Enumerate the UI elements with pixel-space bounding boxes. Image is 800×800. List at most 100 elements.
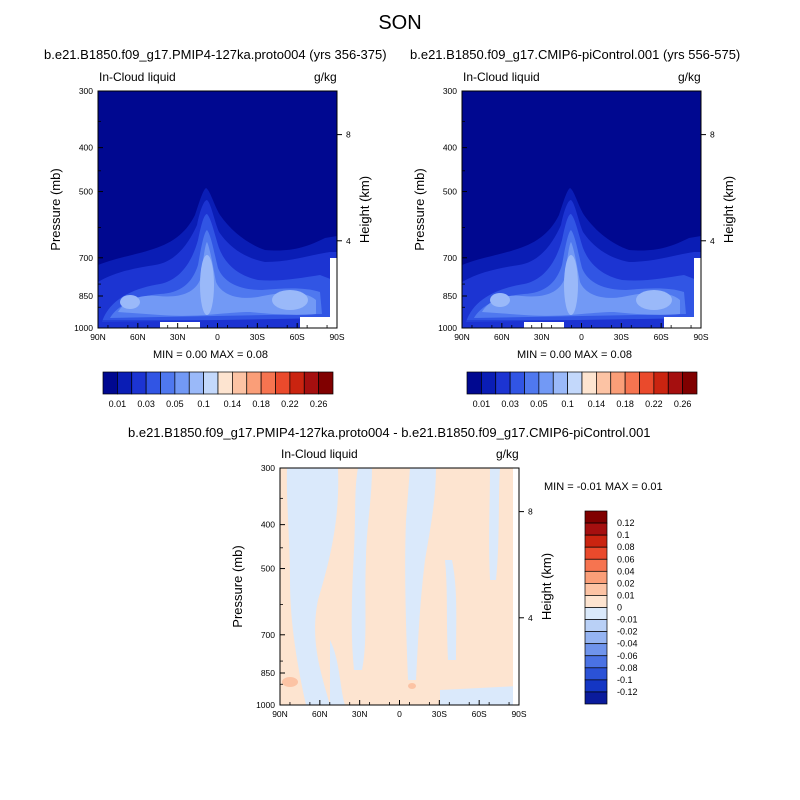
panel3-colorbar-swatch xyxy=(584,607,608,620)
panel1-colorbar-label: 0.22 xyxy=(281,399,299,409)
panel1-plot xyxy=(97,90,338,329)
panel2-xtick-label: 90S xyxy=(693,332,708,342)
panel3-colorbar-swatch xyxy=(584,546,608,560)
panel1-title: b.e21.B1850.f09_g17.PMIP4-127ka.proto004… xyxy=(44,47,387,62)
panel1-colorbar-swatch xyxy=(260,371,276,395)
panel2-colorbar-swatch xyxy=(639,371,655,395)
panel1-colorbar-label: 0.03 xyxy=(137,399,155,409)
panel1-ytick-label: 850 xyxy=(79,291,93,301)
panel2-ytick-label: 500 xyxy=(443,187,457,197)
panel3-colorbar-swatch xyxy=(584,583,608,596)
panel3-colorbar-label: -0.01 xyxy=(617,615,638,625)
panel2-y2tick-label: 8 xyxy=(710,130,715,140)
panel2-colorbar-swatch xyxy=(596,371,612,395)
panel3-xtick-label: 90N xyxy=(272,709,288,719)
panel3-xtick-label: 60S xyxy=(472,709,487,719)
panel2-title: b.e21.B1850.f09_g17.CMIP6-piControl.001 … xyxy=(410,47,741,62)
panel2-colorbar-swatch xyxy=(567,371,583,395)
panel3-stats: MIN = -0.01 MAX = 0.01 xyxy=(544,481,663,493)
panel2-y2label: Height (km) xyxy=(721,176,736,243)
panel1-ytick-label: 1000 xyxy=(74,323,93,333)
panel1-colorbar-label: 0.01 xyxy=(109,399,127,409)
panel2-colorbar-swatch xyxy=(538,371,554,395)
panel1-colorbar-swatch xyxy=(217,371,233,395)
panel3-variable-label: In-Cloud liquid xyxy=(281,447,358,461)
panel2-variable-label: In-Cloud liquid xyxy=(463,70,540,84)
panel2-ytick-label: 300 xyxy=(443,86,457,96)
panel1-colorbar-swatch xyxy=(303,371,319,395)
panel3-colorbar-label: -0.1 xyxy=(617,675,633,685)
panel1-xtick-label: 60N xyxy=(130,332,146,342)
panel1-variable-label: In-Cloud liquid xyxy=(99,70,176,84)
panel2-ytick-label: 1000 xyxy=(438,323,457,333)
panel3-colorbar-label: 0 xyxy=(617,603,622,613)
panel2-ylabel: Pressure (mb) xyxy=(412,168,427,250)
panel3-heatmap xyxy=(280,468,519,705)
panel2-colorbar-label: 0.05 xyxy=(530,399,548,409)
panel2-colorbar-swatch xyxy=(481,371,497,395)
panel2-colorbar-label: 0.03 xyxy=(501,399,519,409)
panel2-colorbar-swatch xyxy=(667,371,683,395)
panel3-ytick-label: 700 xyxy=(261,630,275,640)
panel1-xtick-label: 90N xyxy=(90,332,106,342)
panel3-ytick-label: 300 xyxy=(261,463,275,473)
panel3-colorbar: 0.12 0.1 0.08 0.06 0.04 0.02 0.01 0 -0.01 -0.02 -0… xyxy=(584,510,638,705)
panel3-colorbar-label: 0.04 xyxy=(617,566,635,576)
panel1-colorbar-swatch xyxy=(289,371,305,395)
panel1-ytick-label: 500 xyxy=(79,187,93,197)
panel1-ytick-label: 700 xyxy=(79,253,93,263)
panel2-colorbar-swatch xyxy=(682,371,698,395)
panel2-plot xyxy=(461,90,702,329)
panel2-colorbar: 0.01 0.03 0.05 0.1 0.14 0.18 0.22 0.26 xyxy=(466,371,698,409)
panel2-colorbar-label: 0.1 xyxy=(561,399,574,409)
panel1-colorbar-swatch xyxy=(246,371,262,395)
panel2-stats: MIN = 0.00 MAX = 0.08 xyxy=(517,349,632,361)
panel1-colorbar: 0.01 0.03 0.05 0.1 0.14 0.18 0.22 0.26 xyxy=(102,371,334,409)
panel1-xtick-label: 60S xyxy=(290,332,305,342)
panel1-xtick-label: 0 xyxy=(215,332,220,342)
panel2-xtick-label: 30N xyxy=(534,332,550,342)
panel3-colorbar-label: 0.06 xyxy=(617,554,635,564)
panel2-colorbar-label: 0.22 xyxy=(645,399,663,409)
panel1-colorbar-swatch xyxy=(275,371,291,395)
panel3-colorbar-swatch xyxy=(584,655,608,669)
panel1-xtick-label: 90S xyxy=(329,332,344,342)
panel3-ylabel: Pressure (mb) xyxy=(230,545,245,627)
panel3-ytick-label: 850 xyxy=(261,668,275,678)
panel1-colorbar-label: 0.26 xyxy=(310,399,328,409)
panel3-units-label: g/kg xyxy=(496,447,519,461)
panel1-y2tick-label: 8 xyxy=(346,130,351,140)
panel3-xtick-label: 0 xyxy=(397,709,402,719)
panel1-stats: MIN = 0.00 MAX = 0.08 xyxy=(153,349,268,361)
panel2-xtick-label: 60N xyxy=(494,332,510,342)
panel2-colorbar-swatch xyxy=(495,371,511,395)
panel1-xtick-label: 30S xyxy=(250,332,265,342)
panel2-colorbar-swatch xyxy=(610,371,626,395)
panel1-colorbar-swatch xyxy=(232,371,248,395)
panel3-colorbar-swatch xyxy=(584,631,608,645)
panel1-ytick-label: 300 xyxy=(79,86,93,96)
panel1-colorbar-label: 0.05 xyxy=(166,399,184,409)
panel2-ytick-label: 400 xyxy=(443,143,457,153)
panel3-ytick-label: 1000 xyxy=(256,700,275,710)
panel2-ytick-label: 700 xyxy=(443,253,457,263)
panel1-colorbar-label: 0.14 xyxy=(224,399,242,409)
panel2-colorbar-label: 0.01 xyxy=(473,399,491,409)
page-title: SON xyxy=(378,12,422,34)
panel3-colorbar-label: -0.06 xyxy=(617,651,638,661)
panel3-colorbar-swatch xyxy=(584,667,608,681)
panel2-y2tick-label: 4 xyxy=(710,236,715,246)
panel3-colorbar-swatch xyxy=(584,558,608,572)
panel2-heatmap xyxy=(462,91,701,328)
panel3-colorbar-label: 0.08 xyxy=(617,542,635,552)
panel2-colorbar-label: 0.26 xyxy=(674,399,692,409)
panel2-colorbar-label: 0.18 xyxy=(616,399,634,409)
panel3-ytick-label: 400 xyxy=(261,520,275,530)
panel3-colorbar-label: -0.04 xyxy=(617,639,638,649)
panel1-y2tick-label: 4 xyxy=(346,236,351,246)
panel3-colorbar-label: -0.12 xyxy=(617,687,638,697)
